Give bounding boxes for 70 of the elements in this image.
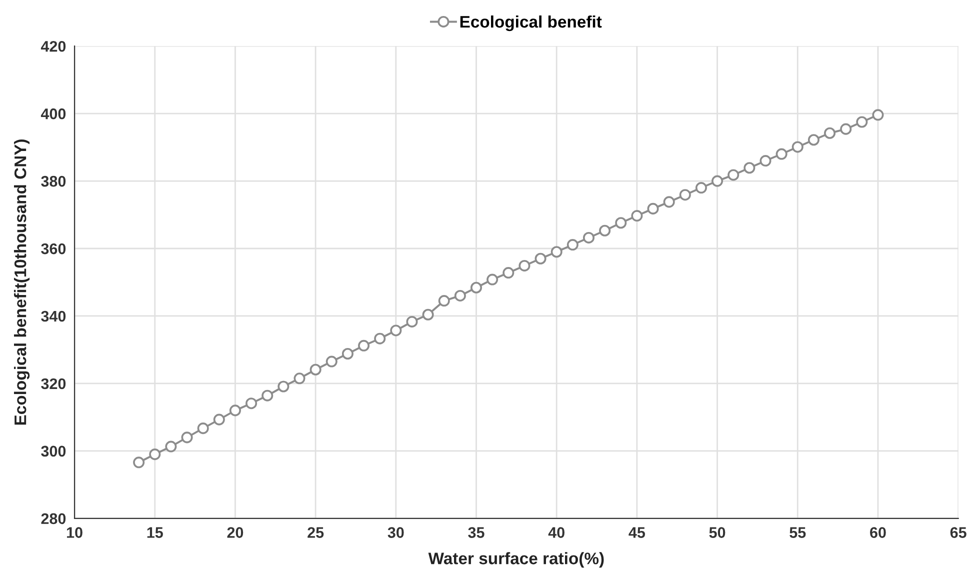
y-tick-label: 280 — [41, 513, 66, 524]
y-axis-title: Ecological benefit(10thousand CNY) — [14, 140, 30, 425]
x-tick-label: 60 — [870, 527, 886, 538]
y-tick-label: 420 — [40, 40, 66, 52]
point — [599, 224, 611, 236]
point — [438, 295, 450, 307]
x-tick-label: 15 — [147, 527, 163, 538]
point — [165, 440, 177, 452]
point — [133, 456, 145, 468]
point — [582, 232, 595, 244]
y-tick-label: 380 — [41, 176, 66, 187]
point — [840, 123, 852, 135]
point — [197, 422, 209, 434]
point — [454, 290, 466, 302]
point — [856, 116, 868, 128]
point — [872, 109, 884, 121]
point — [631, 210, 643, 222]
point — [278, 380, 290, 392]
point — [534, 252, 546, 264]
point — [294, 372, 306, 384]
x-tick-label: 10 — [67, 527, 82, 538]
point — [406, 316, 418, 328]
point — [374, 332, 386, 344]
point — [518, 260, 530, 272]
point — [149, 448, 161, 460]
point — [486, 274, 498, 286]
x-tick-label: 40 — [548, 527, 564, 538]
point — [422, 308, 434, 320]
y-tick-label: 300 — [41, 446, 66, 457]
point — [326, 356, 338, 368]
point — [792, 141, 804, 153]
point — [566, 239, 578, 251]
x-tick-label: 30 — [388, 527, 404, 538]
point — [712, 175, 724, 187]
point — [390, 324, 402, 336]
x-tick-label: 50 — [709, 527, 726, 538]
point — [808, 134, 820, 146]
point — [776, 148, 788, 160]
y-tick-label: 320 — [41, 378, 66, 390]
point — [310, 364, 322, 376]
point — [744, 162, 756, 174]
y-tick-label: 360 — [41, 243, 66, 254]
y-tick-label: 400 — [40, 108, 66, 120]
point — [824, 127, 836, 139]
point — [550, 246, 562, 258]
point — [502, 267, 514, 279]
x-tick-label: 55 — [790, 527, 806, 538]
x-axis-title: Water surface ratio(%) — [428, 552, 604, 568]
point — [679, 189, 691, 201]
point — [695, 182, 707, 194]
x-tick-label: 20 — [227, 527, 244, 538]
x-tick-label: 25 — [308, 527, 324, 538]
point — [262, 390, 274, 402]
x-tick-label: 35 — [468, 527, 484, 538]
point — [181, 432, 193, 444]
point — [615, 217, 627, 229]
x-tick-label: 65 — [950, 527, 966, 538]
point — [663, 196, 675, 208]
point — [728, 169, 740, 181]
point — [246, 398, 258, 410]
point — [229, 404, 241, 416]
point — [213, 414, 225, 426]
point — [470, 282, 482, 294]
point — [342, 348, 354, 360]
legend-label: Ecological benefit — [460, 15, 602, 32]
point — [760, 155, 772, 167]
y-tick-label: 340 — [41, 310, 66, 322]
point — [647, 202, 659, 214]
x-tick-label: 45 — [628, 527, 646, 538]
point — [358, 340, 370, 352]
